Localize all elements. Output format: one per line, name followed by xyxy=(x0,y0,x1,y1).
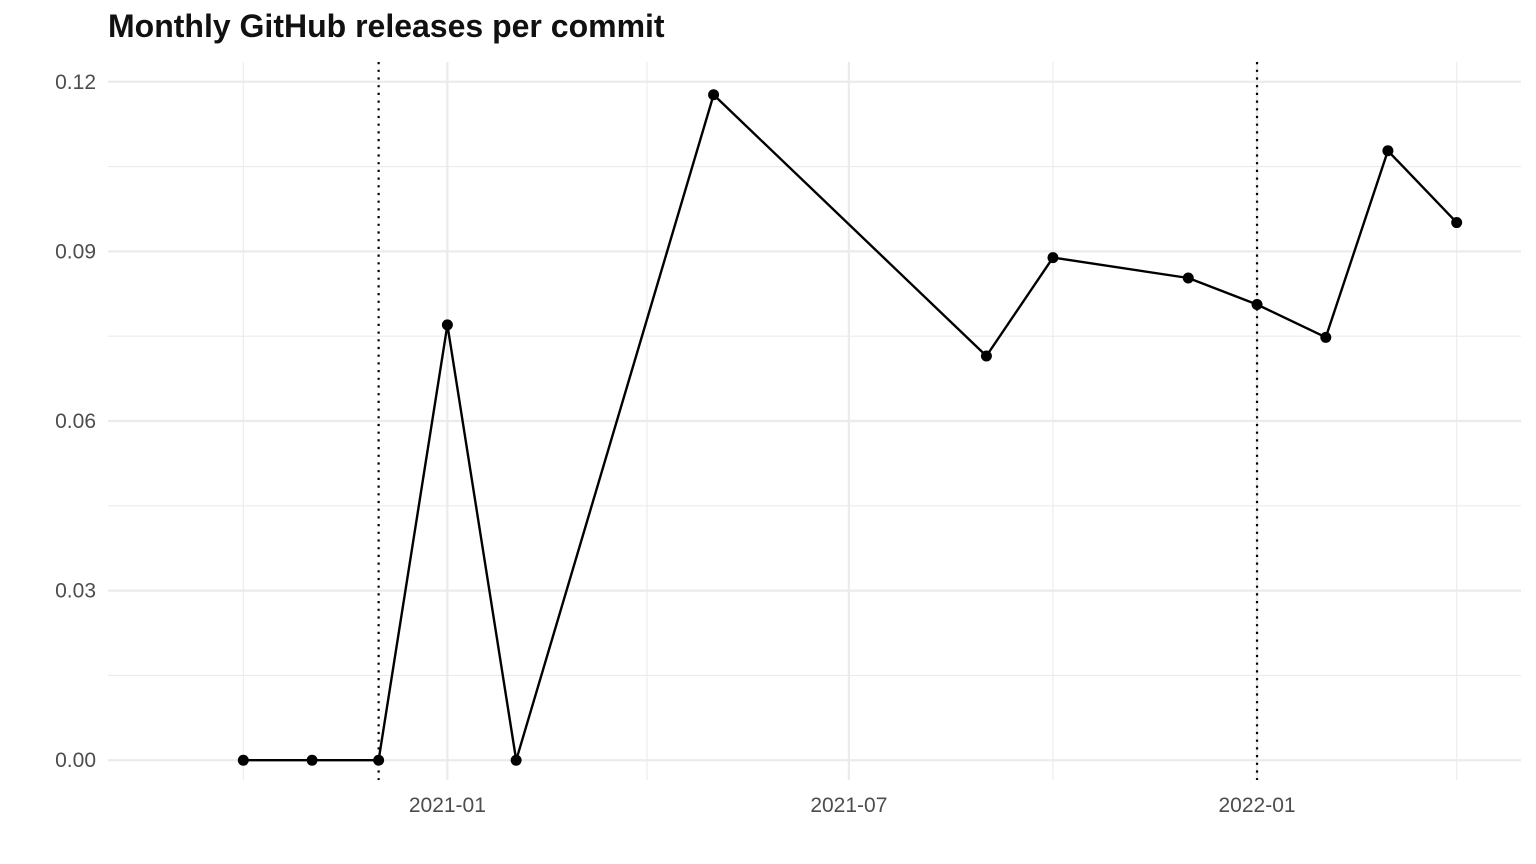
tick-labels: 0.00 0.03 0.06 0.09 0.12 2021-01 2021-07 2022-0… xyxy=(55,71,1295,817)
data-point xyxy=(1251,299,1263,311)
data-point xyxy=(708,89,720,101)
data-point xyxy=(1047,252,1059,264)
data-point xyxy=(1320,331,1332,343)
data-point xyxy=(1451,217,1463,229)
x-tick-label: 2021-01 xyxy=(409,794,486,817)
data-point xyxy=(1182,272,1194,284)
x-tick-label: 2021-07 xyxy=(810,794,887,817)
x-tick-label: 2022-01 xyxy=(1218,794,1295,817)
data-point xyxy=(1382,145,1394,157)
series-layer xyxy=(237,89,1463,766)
y-tick-label: 0.03 xyxy=(55,580,96,603)
y-tick-label: 0.12 xyxy=(55,71,96,94)
chart-title: Monthly GitHub releases per commit xyxy=(108,8,665,44)
data-point xyxy=(373,754,385,766)
y-tick-label: 0.06 xyxy=(55,410,96,433)
data-point xyxy=(441,319,453,331)
data-point xyxy=(510,754,522,766)
data-point xyxy=(237,754,249,766)
grid-layer xyxy=(108,62,1521,780)
data-point xyxy=(980,350,992,362)
data-point xyxy=(306,754,318,766)
y-tick-label: 0.00 xyxy=(55,749,96,772)
y-tick-label: 0.09 xyxy=(55,240,96,263)
series-line xyxy=(243,93,1458,762)
